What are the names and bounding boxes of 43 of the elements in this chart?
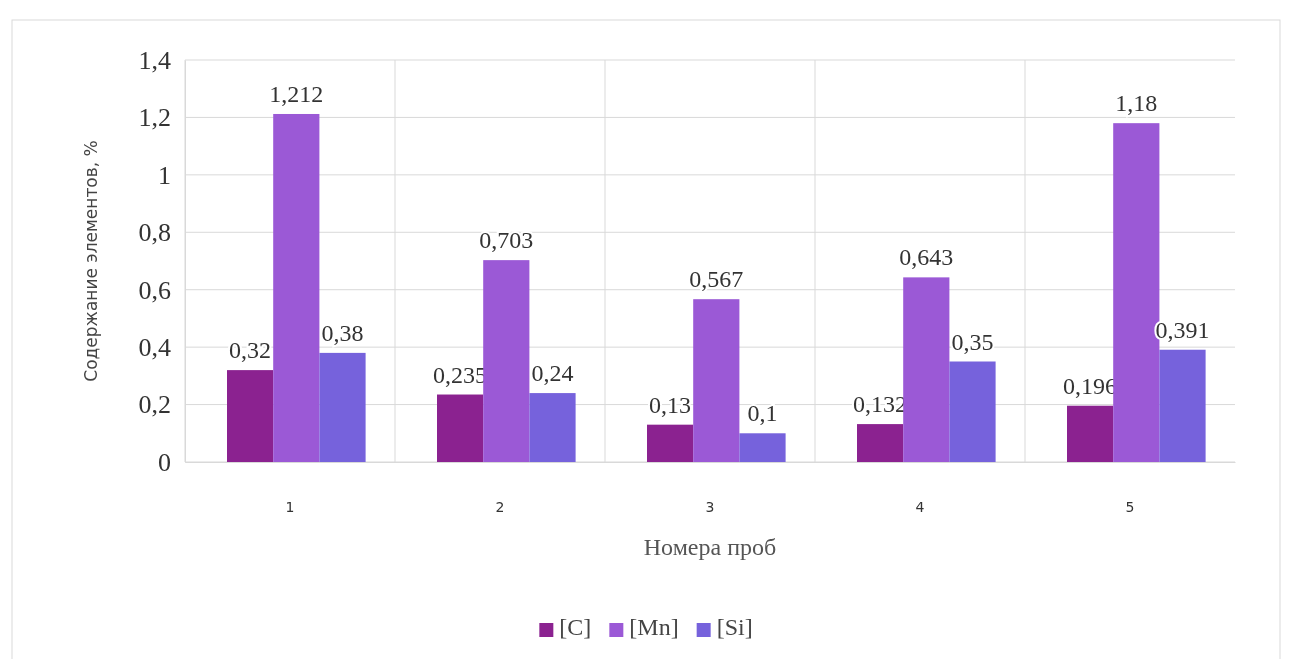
bar [273, 113, 320, 462]
y-tick-label: 1,4 [138, 45, 171, 75]
bar [739, 433, 786, 462]
y-tick-label: 0,8 [138, 218, 171, 248]
bar [693, 299, 740, 462]
y-tick-label: 0,6 [138, 275, 171, 305]
x-axis-title: Номера проб [643, 534, 777, 560]
y-tick-label: 0,2 [138, 390, 171, 420]
bar [1159, 349, 1206, 462]
bar [529, 393, 576, 462]
legend-label: [Si] [716, 614, 753, 640]
bar [903, 277, 950, 462]
data-label: 0,35 [951, 328, 994, 355]
bar [857, 424, 904, 462]
x-tick-label: 4 [915, 498, 925, 515]
legend-label: [Mn] [629, 614, 679, 640]
data-label: 0,703 [479, 227, 534, 254]
x-tick-label: 3 [705, 498, 715, 515]
data-label: 0,24 [531, 360, 574, 387]
bar [1067, 405, 1114, 462]
bar [949, 361, 996, 462]
y-axis-title: Содержание элементов, % [81, 140, 101, 382]
data-label: 1,212 [269, 80, 324, 107]
data-label: 0,13 [649, 391, 692, 418]
bar [483, 260, 530, 462]
data-label: 0,1 [747, 400, 778, 427]
bar [437, 394, 484, 462]
x-tick-label: 2 [495, 498, 505, 515]
data-label: 1,18 [1115, 90, 1158, 117]
data-label: 0,643 [899, 244, 954, 271]
bar [647, 424, 694, 462]
bar [227, 370, 274, 462]
x-tick-label: 1 [285, 498, 295, 515]
data-label: 0,32 [229, 337, 272, 364]
data-label: 0,38 [321, 319, 364, 346]
y-tick-label: 0,4 [138, 332, 171, 362]
y-tick-label: 0 [158, 447, 171, 477]
y-tick-label: 1,2 [138, 103, 171, 133]
y-tick-label: 1 [158, 160, 171, 190]
bar [319, 352, 366, 462]
legend-label: [C] [559, 614, 592, 640]
x-tick-label: 5 [1125, 498, 1135, 515]
data-label: 0,567 [689, 266, 744, 293]
